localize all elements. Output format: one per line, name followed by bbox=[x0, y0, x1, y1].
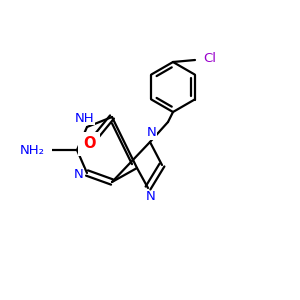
Text: N: N bbox=[147, 127, 157, 140]
Text: NH: NH bbox=[75, 112, 95, 124]
Text: NH₂: NH₂ bbox=[20, 143, 45, 157]
Text: N: N bbox=[74, 167, 84, 181]
Text: O: O bbox=[83, 136, 95, 152]
Text: Cl: Cl bbox=[203, 52, 216, 65]
Text: N: N bbox=[146, 190, 156, 203]
